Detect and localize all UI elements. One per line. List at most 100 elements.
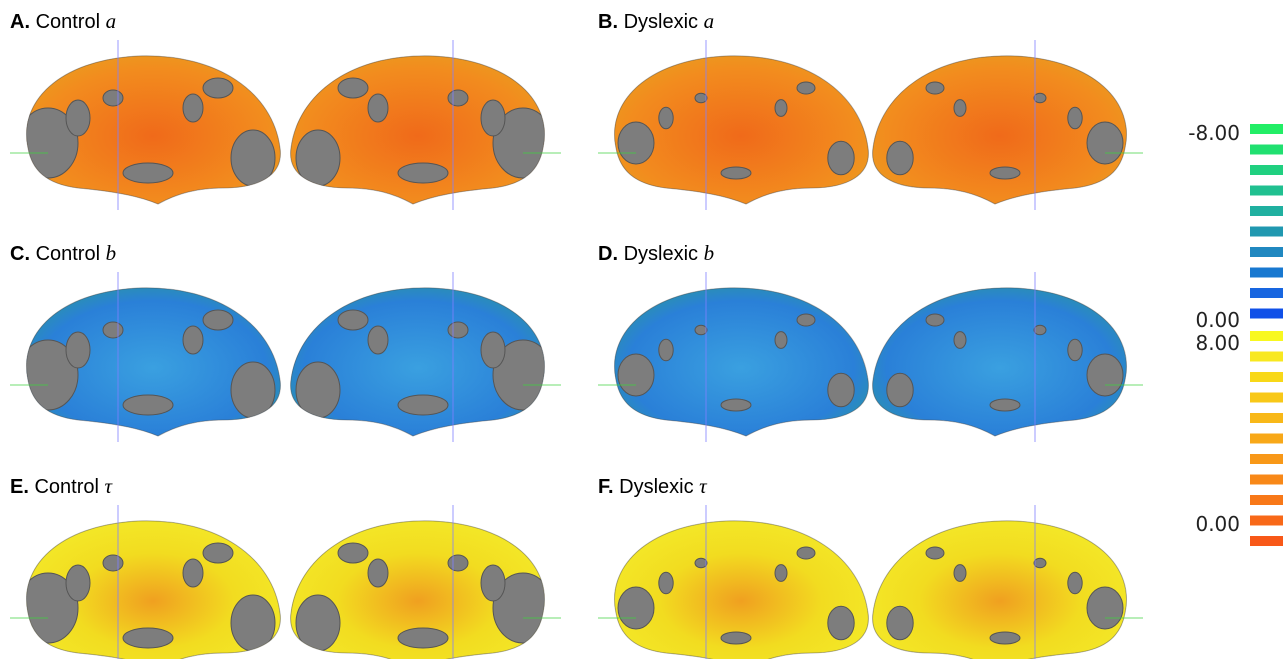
hemisphere: [10, 505, 281, 659]
sulcal-patch: [102, 321, 124, 339]
panel-label: B. Dyslexic a: [598, 9, 714, 33]
sulcal-patch: [617, 121, 655, 165]
sulcal-patch: [1033, 324, 1047, 336]
sulcal-patch: [886, 140, 914, 176]
sulcal-patch: [202, 77, 234, 99]
sulcal-patch: [774, 331, 788, 349]
sulcal-patch: [1086, 353, 1124, 397]
colorbar-swatch: [1250, 372, 1283, 382]
sulcal-patch: [367, 93, 389, 123]
colorbar-swatch: [1250, 454, 1283, 464]
overlay: [872, 520, 1127, 659]
colorbar-swatch: [1250, 392, 1283, 403]
panel-letter: A.: [10, 11, 30, 33]
overlay: [290, 520, 545, 659]
sulcal-patch: [295, 129, 341, 187]
panel-group: Control: [36, 11, 100, 33]
colorbar-swatch: [1250, 185, 1283, 196]
sulcal-patch: [953, 331, 967, 349]
colorbar-swatch: [1250, 267, 1283, 278]
sulcal-patch: [1067, 338, 1083, 362]
sulcal-patch: [694, 92, 708, 104]
sulcal-patch: [65, 564, 91, 602]
colorbar-swatch: [1250, 308, 1283, 319]
panel-symbol: b: [106, 241, 117, 265]
sulcal-patch: [1086, 586, 1124, 630]
sulcal-patch: [65, 331, 91, 369]
colorbar-label: 8.00: [1195, 331, 1240, 355]
colorbar-label: 0.00: [1195, 512, 1240, 536]
sulcal-patch: [295, 361, 341, 419]
sulcal-patch: [122, 394, 174, 416]
sulcal-patch: [337, 309, 369, 331]
sulcal-patch: [230, 129, 276, 187]
panel-symbol: τ: [105, 474, 114, 498]
colorbar-swatch: [1250, 226, 1283, 237]
overlay: [872, 55, 1127, 205]
sulcal-patch: [480, 331, 506, 369]
colorbar-swatch: [1250, 413, 1283, 423]
sulcal-patch: [827, 605, 855, 641]
sulcal-patch: [122, 627, 174, 649]
hemisphere: [10, 272, 281, 442]
sulcal-patch: [617, 353, 655, 397]
hemisphere: [10, 40, 281, 210]
colorbar-swatch: [1250, 433, 1283, 444]
sulcal-patch: [337, 542, 369, 564]
colorbar-swatch: [1250, 288, 1283, 298]
panel-group: Control: [36, 243, 100, 265]
panel-letter: F.: [598, 476, 614, 498]
colorbar-swatch: [1250, 206, 1283, 216]
panel-symbol: a: [704, 9, 715, 33]
panel-label: F. Dyslexic τ: [598, 474, 708, 498]
sulcal-patch: [617, 586, 655, 630]
hemisphere: [872, 40, 1143, 210]
sulcal-patch: [796, 81, 816, 95]
sulcal-patch: [720, 398, 752, 412]
sulcal-patch: [102, 89, 124, 107]
sulcal-patch: [694, 557, 708, 569]
hemisphere: [290, 272, 561, 442]
overlay: [290, 55, 545, 205]
sulcal-patch: [480, 564, 506, 602]
sulcal-patch: [1033, 92, 1047, 104]
sulcal-patch: [65, 99, 91, 137]
colorbar-swatch: [1250, 515, 1283, 526]
overlay: [26, 287, 281, 437]
hemisphere: [872, 272, 1143, 442]
sulcal-patch: [925, 546, 945, 560]
sulcal-patch: [1067, 571, 1083, 595]
panel-symbol: τ: [699, 474, 708, 498]
hemisphere: [290, 40, 561, 210]
sulcal-patch: [447, 89, 469, 107]
hemisphere: [598, 272, 869, 442]
sulcal-patch: [989, 398, 1021, 412]
hemisphere: [598, 505, 869, 659]
sulcal-patch: [1086, 121, 1124, 165]
hemisphere: [290, 505, 561, 659]
sulcal-patch: [230, 594, 276, 652]
sulcal-patch: [774, 564, 788, 582]
colorbar-swatch: [1250, 144, 1283, 155]
panel-letter: B.: [598, 11, 618, 33]
hemisphere: [598, 40, 869, 210]
sulcal-patch: [397, 627, 449, 649]
sulcal-patch: [367, 325, 389, 355]
sulcal-patch: [658, 106, 674, 130]
colorbar-label: -8.00: [1188, 121, 1240, 145]
sulcal-patch: [230, 361, 276, 419]
sulcal-patch: [480, 99, 506, 137]
sulcal-patch: [397, 162, 449, 184]
colorbar-swatch: [1250, 247, 1283, 257]
sulcal-patch: [827, 372, 855, 408]
colorbar-swatch: [1250, 351, 1283, 362]
sulcal-patch: [658, 338, 674, 362]
sulcal-patch: [796, 546, 816, 560]
sulcal-patch: [26, 107, 79, 179]
panel-symbol: a: [106, 9, 117, 33]
sulcal-patch: [694, 324, 708, 336]
panel-group: Dyslexic: [624, 243, 698, 265]
overlay: [614, 520, 869, 659]
panel-letter: E.: [10, 476, 29, 498]
